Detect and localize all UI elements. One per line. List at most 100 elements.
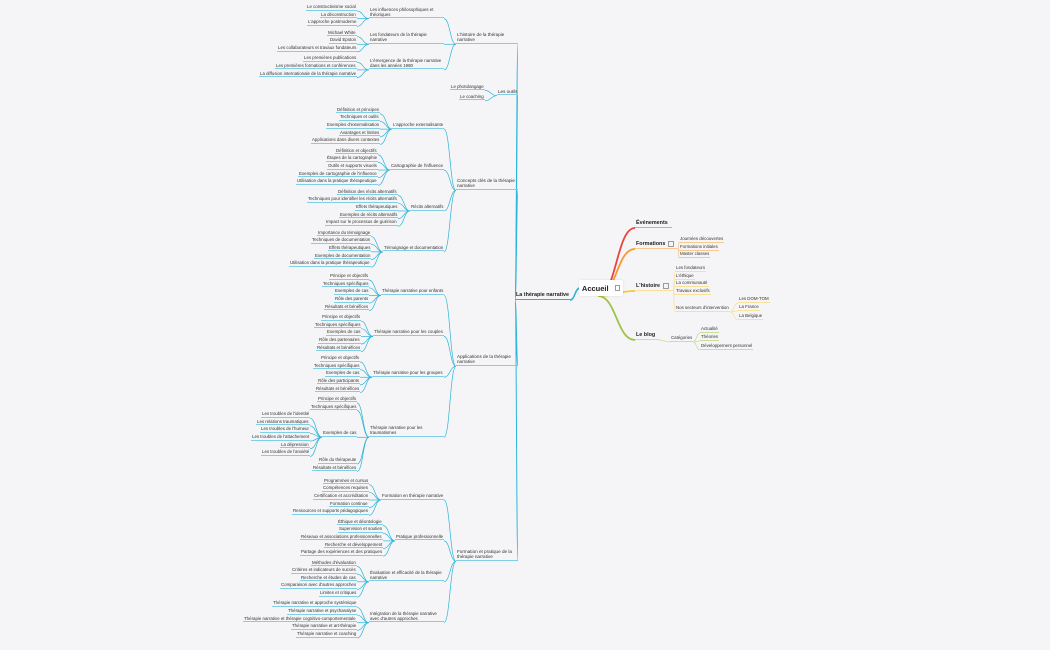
leaf-node[interactable]: Critères et indicateurs de succès [291, 567, 357, 574]
leaf-node[interactable]: Techniques spécifiques [322, 280, 370, 288]
leaf-node[interactable]: La diffusion internationale de la thérap… [259, 70, 358, 78]
leaf-node[interactable]: Rôle des participants [317, 377, 361, 385]
leaf-node[interactable]: Rôle des parents [334, 296, 370, 303]
leaf-node[interactable]: Le coaching [459, 93, 485, 101]
branch-node[interactable]: Applications de la thérapie narrative [456, 354, 518, 366]
topic-node[interactable]: Exemples de cas [322, 430, 358, 437]
leaf-node[interactable]: L'approche postmoderne [307, 19, 358, 26]
leaf-node[interactable]: Journées découvertes [679, 236, 725, 243]
leaf-node[interactable]: Formation continue [329, 500, 369, 508]
leaf-node[interactable]: La communauté [675, 280, 709, 287]
leaf-node[interactable]: Thérapie narrative et coaching [296, 631, 358, 638]
leaf-node[interactable]: Définition des récits alternatifs [337, 188, 398, 196]
topic-node[interactable]: Les fondateurs de la thérapie narrative [369, 32, 444, 44]
leaf-node[interactable]: Définition et objectifs [335, 147, 378, 155]
leaf-node[interactable]: Principe et objectifs [321, 314, 362, 321]
leaf-node[interactable]: Les troubles de l'humeur [260, 426, 310, 434]
leaf-node[interactable]: Thérapie narrative et psychanalyse [287, 608, 358, 615]
leaf-node[interactable]: Principe et objectifs [329, 273, 370, 280]
leaf-node[interactable]: Travaux exclusifs [675, 288, 711, 295]
leaf-node[interactable]: Rôle du thérapeute [318, 457, 358, 464]
branch-node[interactable]: L'histoire [635, 283, 673, 291]
leaf-node[interactable]: Théories [700, 334, 720, 341]
leaf-node[interactable]: Principe et objectifs [317, 395, 358, 403]
leaf-node[interactable]: Les relations traumatiques [256, 418, 310, 426]
leaf-node[interactable]: Développement personnel [700, 343, 754, 350]
branch-node[interactable]: Les outils [497, 88, 519, 96]
leaf-node[interactable]: Exemples d'externalisation [326, 122, 381, 129]
leaf-node[interactable]: Techniques spécifiques [314, 321, 362, 329]
leaf-node[interactable]: Actualité [700, 326, 719, 333]
leaf-node[interactable]: Exemples de cas [326, 329, 362, 336]
leaf-node[interactable]: Les troubles de l'anxiété [261, 449, 311, 456]
leaf-node[interactable]: Techniques de documentation [311, 237, 372, 244]
leaf-node[interactable]: Importance du témoignage [317, 229, 372, 237]
leaf-node[interactable]: Compétences requises [322, 485, 369, 492]
topic-node[interactable]: Formation en thérapie narrative [381, 492, 445, 500]
leaf-node[interactable]: Exemples de documentation [314, 252, 372, 260]
topic-node[interactable]: Thérapie narrative pour les couples [373, 329, 444, 336]
leaf-node[interactable]: Principe et objectifs [320, 354, 361, 362]
topic-node[interactable]: Thérapie narrative pour les traumatismes [369, 425, 444, 437]
leaf-node[interactable]: Résultats et bénéfices [324, 303, 370, 311]
leaf-node[interactable]: Supervision et soutien [338, 526, 384, 533]
topic-node[interactable]: Pratique professionnelle [395, 533, 445, 541]
topic-node[interactable]: L'approche externalisante [392, 122, 445, 129]
leaf-node[interactable]: Certification et accréditation [313, 492, 370, 500]
leaf-node[interactable]: Les troubles de l'identité [261, 411, 311, 418]
leaf-node[interactable]: Résultats et bénéfices [315, 385, 361, 393]
leaf-node[interactable]: Thérapie narrative et approche systémiqu… [272, 600, 358, 607]
leaf-node[interactable]: Techniques spécifiques [313, 362, 361, 370]
leaf-node[interactable]: Outils et supports visuels [327, 163, 378, 170]
note-icon[interactable] [668, 241, 674, 247]
leaf-node[interactable]: Ressources et supports pédagogiques [292, 508, 369, 515]
topic-node[interactable]: Les influences philosophiques et théoriq… [369, 7, 444, 19]
leaf-node[interactable]: Comparaison avec d'autres approches [280, 582, 358, 590]
leaf-node[interactable]: Recherche et développement [324, 541, 384, 549]
leaf-node[interactable]: Michael White [327, 29, 357, 37]
leaf-node[interactable]: Les premières publications [303, 55, 358, 62]
topic-node[interactable]: L'émergence de la thérapie narrative dan… [369, 58, 444, 70]
topic-node[interactable]: Thérapie narrative pour enfants [381, 288, 445, 296]
leaf-node[interactable]: Thérapie narrative et thérapie cognitivo… [243, 615, 357, 623]
leaf-node[interactable]: Étapes de la cartographie [326, 155, 379, 162]
leaf-node[interactable]: Thérapie narrative et art-thérapie [291, 623, 358, 630]
note-icon[interactable] [663, 283, 669, 289]
leaf-node[interactable]: L'éthique [675, 273, 695, 280]
leaf-node[interactable]: La Belgique [738, 313, 764, 320]
leaf-node[interactable]: Techniques spécifiques [310, 403, 358, 411]
leaf-node[interactable]: Effets thérapeutiques [328, 244, 372, 252]
topic-node[interactable]: Thérapie narrative pour les groupes [372, 370, 444, 377]
main-node-therapie-narrative[interactable]: La thérapie narrative [515, 292, 571, 300]
topic-node[interactable]: Témoignage et documentation [383, 244, 445, 252]
leaf-node[interactable]: Éthique et déontologie [337, 518, 383, 526]
branch-node[interactable]: Le blog [635, 332, 660, 340]
leaf-node[interactable]: Impact sur le processus de guérison [325, 219, 398, 226]
leaf-node[interactable]: Programmes et cursus [323, 477, 370, 485]
leaf-node[interactable]: Exemples de cas [334, 288, 370, 296]
note-icon[interactable] [614, 285, 621, 291]
leaf-node[interactable]: Les premières formations et conférences [275, 62, 357, 70]
topic-node[interactable]: Récits alternatifs [410, 203, 445, 211]
leaf-node[interactable]: Exemples de cas [325, 370, 361, 377]
branch-node[interactable]: Concepts clés de la thérapie narrative [456, 178, 518, 191]
branch-node[interactable]: L'histoire de la thérapie narrative [456, 32, 518, 44]
leaf-node[interactable]: La France [738, 304, 760, 311]
leaf-node[interactable]: Utilisation dans la pratique thérapeutiq… [296, 178, 378, 185]
leaf-node[interactable]: Résultats et bénéfices [316, 344, 362, 352]
leaf-node[interactable]: Les fondateurs [675, 265, 707, 272]
root-node-accueil[interactable]: Accueil [579, 280, 623, 296]
leaf-node[interactable]: Le constructivisme social [306, 4, 357, 11]
leaf-node[interactable]: Les troubles de l'attachement [251, 434, 311, 441]
leaf-node[interactable]: Exemples de récits alternatifs [339, 211, 399, 219]
leaf-node[interactable]: Rôle des partenaires [318, 336, 361, 344]
topic-node[interactable]: Nos secteurs d'intervention [675, 305, 730, 312]
leaf-node[interactable]: Les DOM-TOM [738, 296, 770, 303]
leaf-node[interactable]: Avantages et limites [339, 129, 381, 137]
leaf-node[interactable]: Partage des expériences et des pratiques [300, 549, 384, 556]
leaf-node[interactable]: Recherche et études de cas [300, 574, 357, 582]
branch-node[interactable]: Événements [635, 220, 672, 228]
leaf-node[interactable]: Utilisation dans la pratique thérapeutiq… [289, 260, 371, 267]
branch-node[interactable]: Formations [635, 241, 678, 249]
